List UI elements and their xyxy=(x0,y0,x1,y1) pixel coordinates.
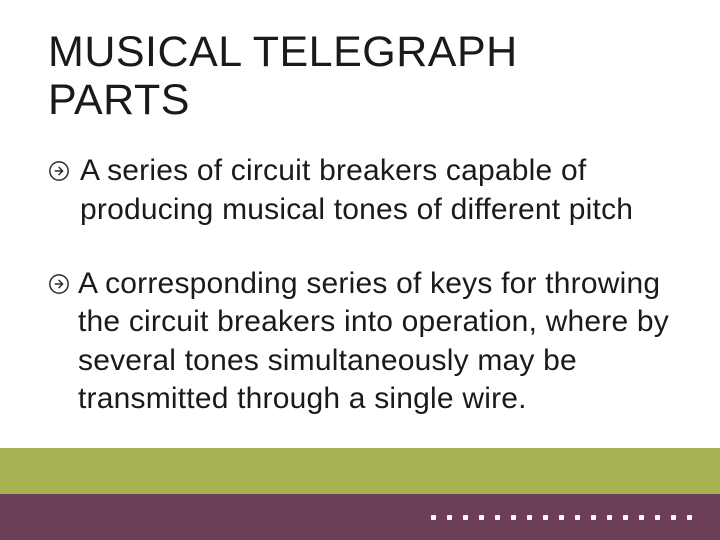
footer-dot xyxy=(687,515,692,520)
footer-dot xyxy=(511,515,516,520)
bullet-text: A corresponding series of keys for throw… xyxy=(78,265,672,419)
decorative-footer-band xyxy=(0,448,720,540)
bullet-text: A series of circuit breakers capable of … xyxy=(78,152,672,229)
slide: MUSICAL TELEGRAPH PARTS A series of circ… xyxy=(0,0,720,540)
footer-dot xyxy=(479,515,484,520)
footer-dot xyxy=(575,515,580,520)
footer-dot xyxy=(671,515,676,520)
slide-content: MUSICAL TELEGRAPH PARTS A series of circ… xyxy=(0,0,720,419)
footer-dot xyxy=(543,515,548,520)
slide-title: MUSICAL TELEGRAPH PARTS xyxy=(48,28,672,124)
footer-dot xyxy=(639,515,644,520)
bullet-item: A corresponding series of keys for throw… xyxy=(48,265,672,419)
footer-dots xyxy=(431,515,692,520)
footer-dot xyxy=(495,515,500,520)
arrow-circle-icon xyxy=(48,160,72,184)
footer-dot xyxy=(607,515,612,520)
bullet-item: A series of circuit breakers capable of … xyxy=(48,152,672,229)
footer-dot xyxy=(527,515,532,520)
footer-dot xyxy=(591,515,596,520)
footer-band-upper xyxy=(0,448,720,494)
footer-dot xyxy=(559,515,564,520)
footer-dot xyxy=(463,515,468,520)
footer-dot xyxy=(655,515,660,520)
footer-dot xyxy=(623,515,628,520)
footer-band-lower xyxy=(0,494,720,540)
footer-dot xyxy=(431,515,436,520)
footer-dot xyxy=(447,515,452,520)
arrow-circle-icon xyxy=(48,273,72,297)
